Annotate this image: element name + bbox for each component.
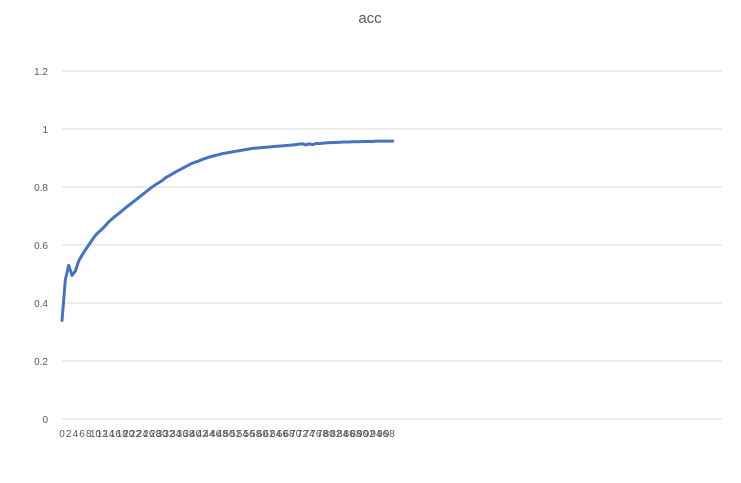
x-tick-label: 8 xyxy=(86,429,92,440)
x-tick-label: 58 xyxy=(250,429,262,440)
x-tick-label: 2 xyxy=(66,429,72,440)
x-tick-label: 6 xyxy=(79,429,85,440)
x-tick-label: 76 xyxy=(310,429,322,440)
x-tick-label: 34 xyxy=(170,429,182,440)
x-tick-label: 88 xyxy=(350,429,362,440)
y-tick-label: 0.8 xyxy=(34,183,48,194)
x-tick-label: 84 xyxy=(337,429,349,440)
x-tick-label: 80 xyxy=(324,429,336,440)
x-tick-label: 30 xyxy=(157,429,169,440)
x-tick-label: 24 xyxy=(137,429,149,440)
x-tick-label: 4 xyxy=(73,429,79,440)
x-tick-label: 60 xyxy=(257,429,269,440)
x-tick-label: 48 xyxy=(217,429,229,440)
x-tick-label: 42 xyxy=(197,429,209,440)
x-tick-label: 40 xyxy=(190,429,202,440)
x-tick-label: 56 xyxy=(243,429,255,440)
x-tick-label: 10 xyxy=(90,429,102,440)
x-tick-label: 82 xyxy=(330,429,342,440)
x-tick-label: 50 xyxy=(223,429,235,440)
y-tick-label: 1.2 xyxy=(34,67,48,78)
x-tick-label: 38 xyxy=(183,429,195,440)
x-tick-label: 52 xyxy=(230,429,242,440)
x-tick-label: 98 xyxy=(384,429,396,440)
x-tick-label: 66 xyxy=(277,429,289,440)
x-axis-tick-labels: 0 2 4 6 810121416182022242628303234363840424… xyxy=(59,429,395,440)
x-tick-label: 92 xyxy=(364,429,376,440)
y-tick-label: 0.6 xyxy=(34,241,48,252)
x-tick-label: 70 xyxy=(290,429,302,440)
x-tick-label: 44 xyxy=(203,429,215,440)
series-layer xyxy=(60,139,395,322)
x-tick-label: 94 xyxy=(370,429,382,440)
x-tick-label: 74 xyxy=(304,429,316,440)
x-tick-label: 46 xyxy=(210,429,222,440)
x-tick-label: 68 xyxy=(284,429,296,440)
y-tick-label: 0.2 xyxy=(34,357,48,368)
x-tick-label: 28 xyxy=(150,429,162,440)
y-tick-label: 1 xyxy=(42,125,48,136)
x-tick-label: 62 xyxy=(264,429,276,440)
x-tick-label: 32 xyxy=(163,429,175,440)
y-tick-label: 0 xyxy=(42,415,48,426)
x-tick-label: 18 xyxy=(117,429,129,440)
x-tick-label: 12 xyxy=(97,429,109,440)
chart-title: acc xyxy=(358,10,382,27)
x-tick-label: 26 xyxy=(143,429,155,440)
x-tick-label: 20 xyxy=(123,429,135,440)
x-tick-label: 64 xyxy=(270,429,282,440)
y-axis-tick-labels: 0 0.2 0.4 0.6 0.8 1 1.2 xyxy=(34,67,48,426)
x-tick-label: 16 xyxy=(110,429,122,440)
x-tick-label: 90 xyxy=(357,429,369,440)
x-tick-label: 96 xyxy=(377,429,389,440)
x-tick-label: 14 xyxy=(103,429,115,440)
x-tick-label: 36 xyxy=(177,429,189,440)
x-tick-label: 54 xyxy=(237,429,249,440)
x-tick-label: 0 xyxy=(59,429,65,440)
gridlines xyxy=(62,70,722,420)
y-tick-label: 0.4 xyxy=(34,299,48,310)
x-tick-label: 22 xyxy=(130,429,142,440)
series-line xyxy=(60,139,395,322)
x-tick-label: 72 xyxy=(297,429,309,440)
x-tick-label: 86 xyxy=(344,429,356,440)
x-tick-label: 78 xyxy=(317,429,329,440)
